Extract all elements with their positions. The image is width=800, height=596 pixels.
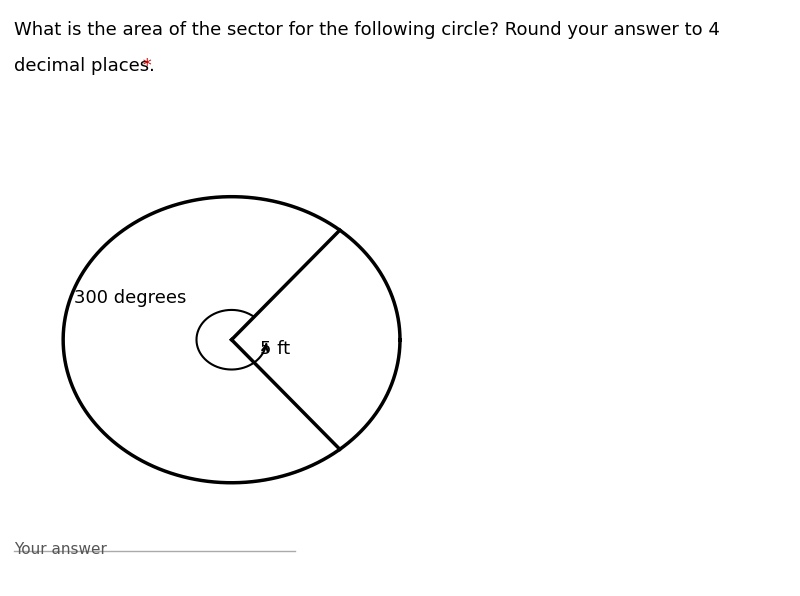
Text: *: *	[137, 57, 151, 74]
Text: Your answer: Your answer	[14, 542, 107, 557]
Text: What is the area of the sector for the following circle? Round your answer to 4: What is the area of the sector for the f…	[14, 21, 720, 39]
Text: 5 ft: 5 ft	[260, 340, 290, 358]
Text: decimal places.: decimal places.	[14, 57, 155, 74]
Text: 300 degrees: 300 degrees	[74, 289, 186, 307]
